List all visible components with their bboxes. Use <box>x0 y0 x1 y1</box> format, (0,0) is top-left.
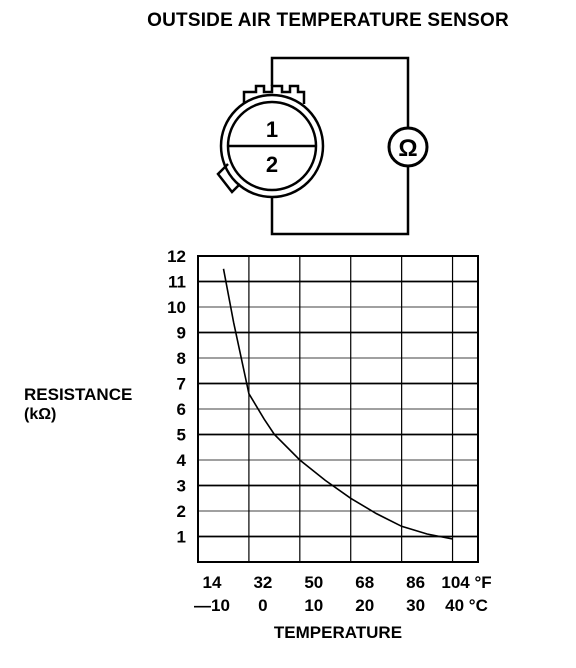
x-tick-label-celsius: 20 <box>355 596 374 615</box>
terminal-1-label: 1 <box>266 117 278 142</box>
page-title: OUTSIDE AIR TEMPERATURE SENSOR <box>147 10 509 31</box>
sensor-diagram <box>216 56 429 236</box>
wire-top <box>270 56 410 128</box>
x-tick-label-fahrenheit: 14 <box>203 573 222 592</box>
x-tick-label-fahrenheit: 32 <box>253 573 272 592</box>
y-tick-label: 11 <box>168 273 186 292</box>
x-tick-label-celsius: —10 <box>194 596 230 615</box>
connector-top-tabs <box>242 84 306 104</box>
x-tick-label-fahrenheit: 104 °F <box>441 573 491 592</box>
terminal-2-label: 2 <box>266 152 278 177</box>
ohmmeter-icon <box>387 126 429 168</box>
ohm-symbol: Ω <box>398 135 417 162</box>
connector-side-latch <box>216 163 241 194</box>
y-tick-label: 1 <box>177 528 186 547</box>
y-tick-label: 7 <box>177 375 186 394</box>
x-tick-label-celsius: 0 <box>258 596 267 615</box>
chart-grid <box>197 255 479 563</box>
y-tick-label: 12 <box>167 247 186 266</box>
x-tick-labels: 14 —10 32 0 50 10 68 20 86 30 104 °F 40 °C <box>194 573 492 615</box>
wire-bottom <box>270 166 410 236</box>
y-tick-label: 6 <box>177 400 186 419</box>
x-tick-label-fahrenheit: 86 <box>406 573 425 592</box>
x-tick-label-fahrenheit: 50 <box>304 573 323 592</box>
y-tick-label: 4 <box>177 451 187 470</box>
x-axis-label: TEMPERATURE <box>274 623 402 642</box>
y-tick-label: 2 <box>177 502 186 521</box>
connector-outer-ring <box>219 93 325 199</box>
y-tick-label: 8 <box>177 349 186 368</box>
x-tick-label-celsius: 30 <box>406 596 425 615</box>
x-tick-label-celsius: 40 °C <box>445 596 488 615</box>
y-tick-label: 10 <box>167 298 186 317</box>
y-tick-label: 9 <box>177 324 186 343</box>
y-axis-unit: (kΩ) <box>24 406 56 423</box>
y-tick-label: 5 <box>177 426 186 445</box>
x-tick-label-celsius: 10 <box>304 596 323 615</box>
x-tick-label-fahrenheit: 68 <box>355 573 374 592</box>
y-axis-label: RESISTANCE <box>24 385 132 404</box>
resistance-curve <box>222 268 453 540</box>
y-tick-label: 3 <box>177 477 186 496</box>
